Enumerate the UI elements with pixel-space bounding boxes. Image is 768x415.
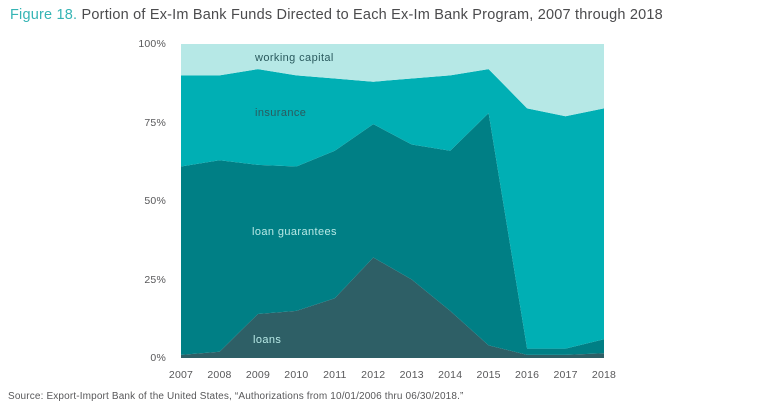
x-tick-2009: 2009 — [245, 369, 270, 381]
y-tick-100: 100% — [138, 38, 166, 50]
x-tick-2016: 2016 — [514, 369, 540, 381]
figure-title: Figure 18. Portion of Ex-Im Bank Funds D… — [10, 7, 762, 23]
label-insurance: insurance — [255, 107, 307, 119]
x-tick-2011: 2011 — [323, 369, 347, 381]
area-loan-guarantees — [181, 113, 604, 355]
x-tick-2007: 2007 — [168, 369, 194, 381]
source-note: Source: Export-Import Bank of the United… — [8, 391, 464, 402]
x-tick-2018: 2018 — [591, 369, 617, 381]
x-tick-2012: 2012 — [361, 369, 386, 381]
x-tick-2013: 2013 — [399, 369, 424, 381]
area-insurance — [181, 69, 604, 349]
x-tick-2008: 2008 — [207, 369, 232, 381]
area-loans — [181, 257, 604, 358]
y-tick-25: 25% — [144, 273, 166, 286]
figure-number-label: Figure 18. — [10, 7, 78, 23]
label-working-capital: working capital — [255, 52, 334, 64]
y-tick-75: 75% — [144, 116, 166, 129]
x-tick-2015: 2015 — [476, 369, 501, 381]
area-working-capital — [181, 44, 604, 117]
y-tick-0: 0% — [150, 352, 166, 364]
x-tick-2017: 2017 — [553, 369, 578, 381]
label-loans: loans — [253, 334, 282, 346]
y-tick-50: 50% — [144, 195, 166, 207]
label-loan-guarantees: loan guarantees — [252, 226, 337, 238]
figure-title-text: Portion of Ex-Im Bank Funds Directed to … — [81, 7, 663, 23]
x-tick-2014: 2014 — [438, 369, 463, 381]
x-tick-2010: 2010 — [284, 369, 309, 381]
plot-area — [181, 44, 604, 358]
